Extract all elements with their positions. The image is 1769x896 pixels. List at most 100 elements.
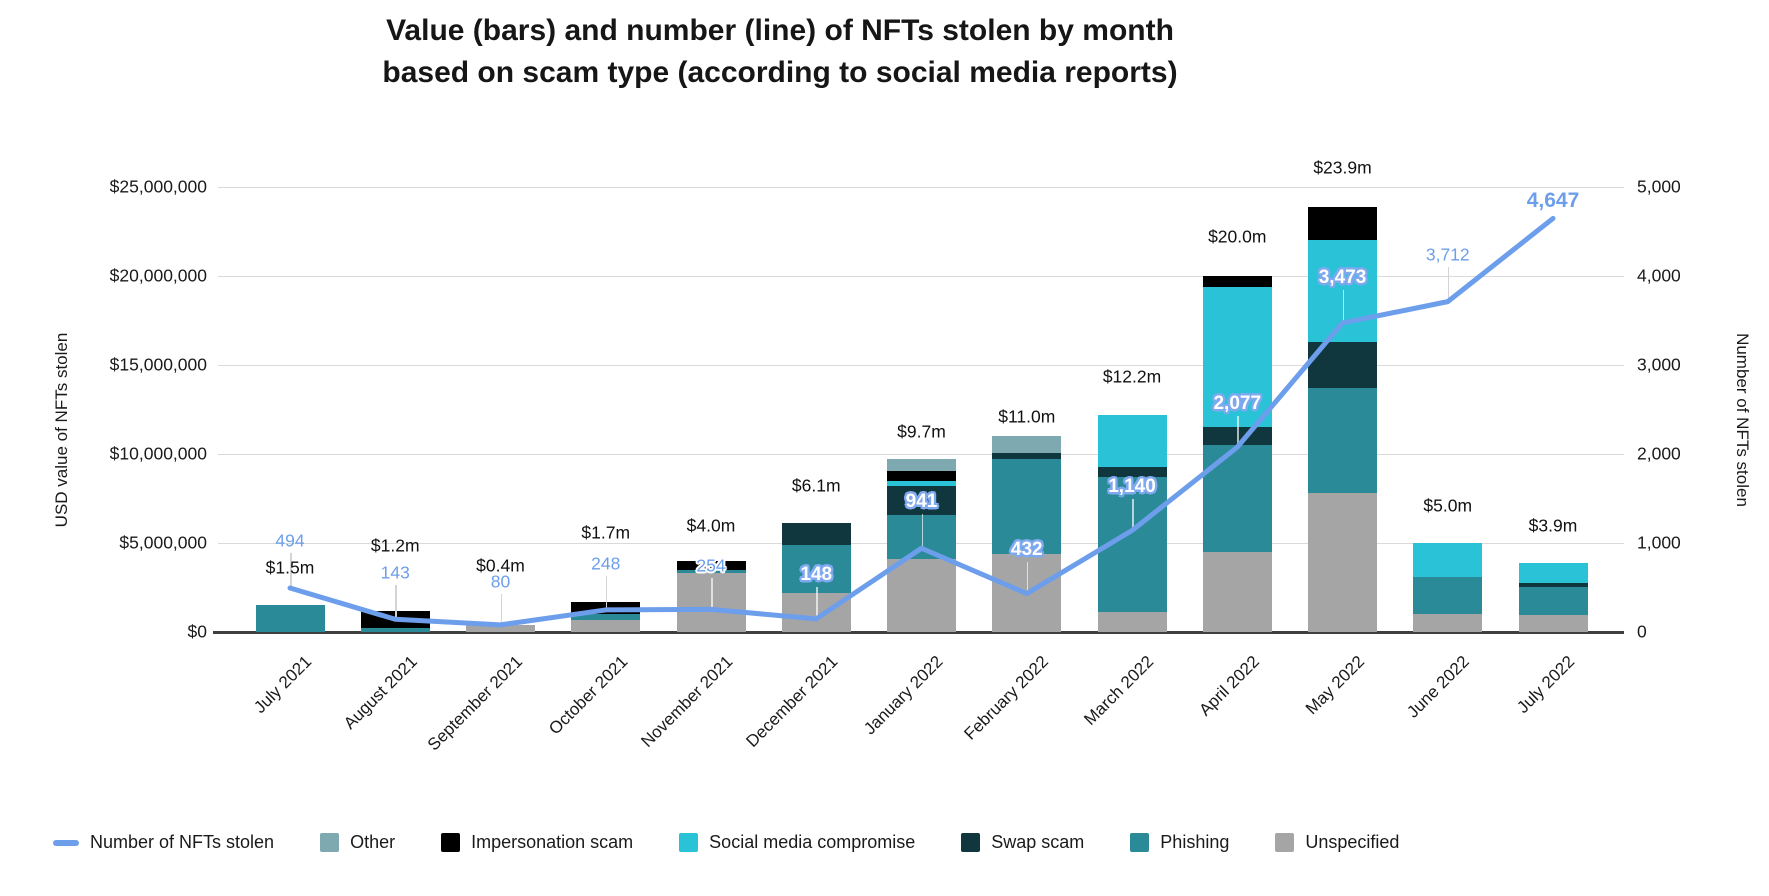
- bar-total-label: $12.2m: [1102, 366, 1162, 387]
- gridline: [218, 365, 1624, 366]
- bar-segment-social-media-compromise: [1413, 543, 1483, 577]
- bar-total-label: $23.9m: [1313, 157, 1372, 178]
- legend-line-swatch-number-of-nfts-stolen: [53, 839, 79, 846]
- bar-segment-social-media-compromise: [1518, 562, 1588, 584]
- legend-item-other: Other: [320, 832, 395, 853]
- bar-total-label: $4.0m: [686, 515, 736, 536]
- line-point-label: 3,712: [1425, 244, 1470, 265]
- line-point-label: 248: [591, 553, 621, 574]
- bar-segment-swap-scam: [992, 453, 1062, 460]
- label-leader-line: [711, 578, 713, 608]
- legend-label: Unspecified: [1305, 832, 1400, 852]
- bar-segment-unspecified: [571, 619, 641, 632]
- label-leader-line: [1132, 499, 1134, 529]
- chart-title-line2: based on scam type (according to social …: [382, 56, 1178, 89]
- bar-segment-phishing: [1308, 388, 1377, 494]
- y-tick-right: 5,000: [1637, 176, 1681, 197]
- y-tick-right: 3,000: [1637, 354, 1681, 375]
- y-tick-right: 4,000: [1637, 265, 1681, 286]
- chart-legend: Number of NFTs stolen Other Impersonation …: [53, 832, 1445, 853]
- bar-segment-social-media-compromise: [1097, 414, 1167, 468]
- legend-item-social-media-compromise: Social media compromise: [679, 832, 915, 853]
- legend-item-phishing: Phishing: [1130, 832, 1229, 853]
- bar-total-label: $3.9m: [1528, 515, 1578, 536]
- bar-total-label: $1.2m: [370, 535, 420, 556]
- line-point-label: 494: [275, 530, 305, 551]
- bar-segment-impersonation-scam: [1308, 206, 1377, 240]
- bar-segment-phishing: [992, 459, 1062, 554]
- bar-segment-other: [887, 459, 956, 471]
- legend-label: Swap scam: [991, 832, 1085, 852]
- line-point-label: 3,473: [1318, 267, 1367, 288]
- bar-segment-social-media-compromise: [1202, 286, 1272, 428]
- legend-label: Impersonation scam: [471, 832, 634, 852]
- label-leader-line: [816, 587, 818, 617]
- line-point-label: 941: [905, 491, 938, 512]
- bar-segment-impersonation-scam: [676, 560, 746, 570]
- legend-label: Phishing: [1160, 832, 1230, 852]
- legend-item-impersonation-scam: Impersonation scam: [441, 832, 633, 853]
- bar-segment-unspecified: [1202, 551, 1272, 632]
- bar-total-label: $5.0m: [1423, 495, 1473, 516]
- gridline: [218, 454, 1624, 455]
- line-point-label: 254: [696, 555, 726, 576]
- y-tick-left: $0: [187, 621, 207, 642]
- bar-segment-swap-scam: [1518, 583, 1588, 587]
- label-leader-line: [921, 514, 923, 547]
- bar-segment-unspecified: [887, 559, 956, 632]
- legend-item-swap-scam: Swap scam: [961, 832, 1084, 853]
- bar-segment-social-media-compromise: [887, 480, 956, 487]
- bar-segment-phishing: [1413, 576, 1483, 615]
- bar-segment-phishing: [255, 605, 325, 632]
- line-point-label: 143: [380, 562, 410, 583]
- bar-segment-phishing: [676, 569, 746, 574]
- legend-swatch-swap-scam: [961, 833, 981, 852]
- y-tick-left: $10,000,000: [109, 443, 207, 464]
- line-point-label: 4,647: [1526, 189, 1580, 212]
- gridline: [218, 187, 1624, 188]
- line-point-label: 2,077: [1213, 393, 1262, 414]
- gridline: [218, 276, 1624, 277]
- legend-swatch-unspecified: [1275, 833, 1295, 852]
- bar-segment-other: [992, 436, 1062, 454]
- bar-segment-phishing: [781, 544, 851, 593]
- bar-total-label: $0.4m: [476, 555, 525, 576]
- bar-total-label: $11.0m: [998, 406, 1056, 427]
- bar-total-label: $9.7m: [897, 421, 946, 442]
- bar-segment-swap-scam: [781, 523, 851, 545]
- bar-segment-unspecified: [1097, 612, 1167, 632]
- chart-title-line1: Value (bars) and number (line) of NFTs s…: [386, 14, 1174, 47]
- y-tick-right: 1,000: [1637, 532, 1681, 553]
- bar-segment-phishing: [1518, 586, 1588, 616]
- bar-segment-phishing: [571, 614, 641, 620]
- y-tick-left: $20,000,000: [109, 265, 207, 286]
- legend-swatch-impersonation-scam: [441, 833, 461, 852]
- legend-swatch-social-media-compromise: [679, 833, 699, 852]
- bar-total-label: $6.1m: [791, 475, 841, 496]
- legend-label: Other: [350, 832, 396, 852]
- line-point-label: 1,140: [1108, 476, 1156, 497]
- line-point-label: 432: [1010, 539, 1043, 560]
- y-tick-right: 0: [1637, 621, 1647, 642]
- y-tick-right: 2,000: [1637, 443, 1681, 464]
- label-leader-line: [605, 576, 608, 608]
- legend-swatch-phishing: [1130, 833, 1150, 852]
- bar-segment-unspecified: [466, 624, 535, 632]
- legend-swatch-other: [320, 833, 340, 852]
- y-tick-left: $5,000,000: [119, 532, 207, 553]
- bar-segment-unspecified: [1308, 493, 1377, 632]
- legend-item-unspecified: Unspecified: [1275, 832, 1399, 853]
- label-leader-line: [500, 594, 502, 623]
- label-leader-line: [1026, 562, 1029, 592]
- bar-total-label: $1.5m: [265, 557, 315, 578]
- line-point-label: 80: [490, 571, 511, 592]
- line-point-label: 148: [800, 564, 833, 585]
- bar-segment-swap-scam: [887, 486, 956, 515]
- legend-label: Social media compromise: [709, 832, 916, 852]
- label-leader-line: [290, 553, 292, 587]
- bar-total-label: $1.7m: [581, 522, 631, 543]
- bar-segment-impersonation-scam: [1202, 276, 1272, 287]
- nft-count-line: [287, 215, 1556, 628]
- bar-segment-unspecified: [1413, 614, 1483, 632]
